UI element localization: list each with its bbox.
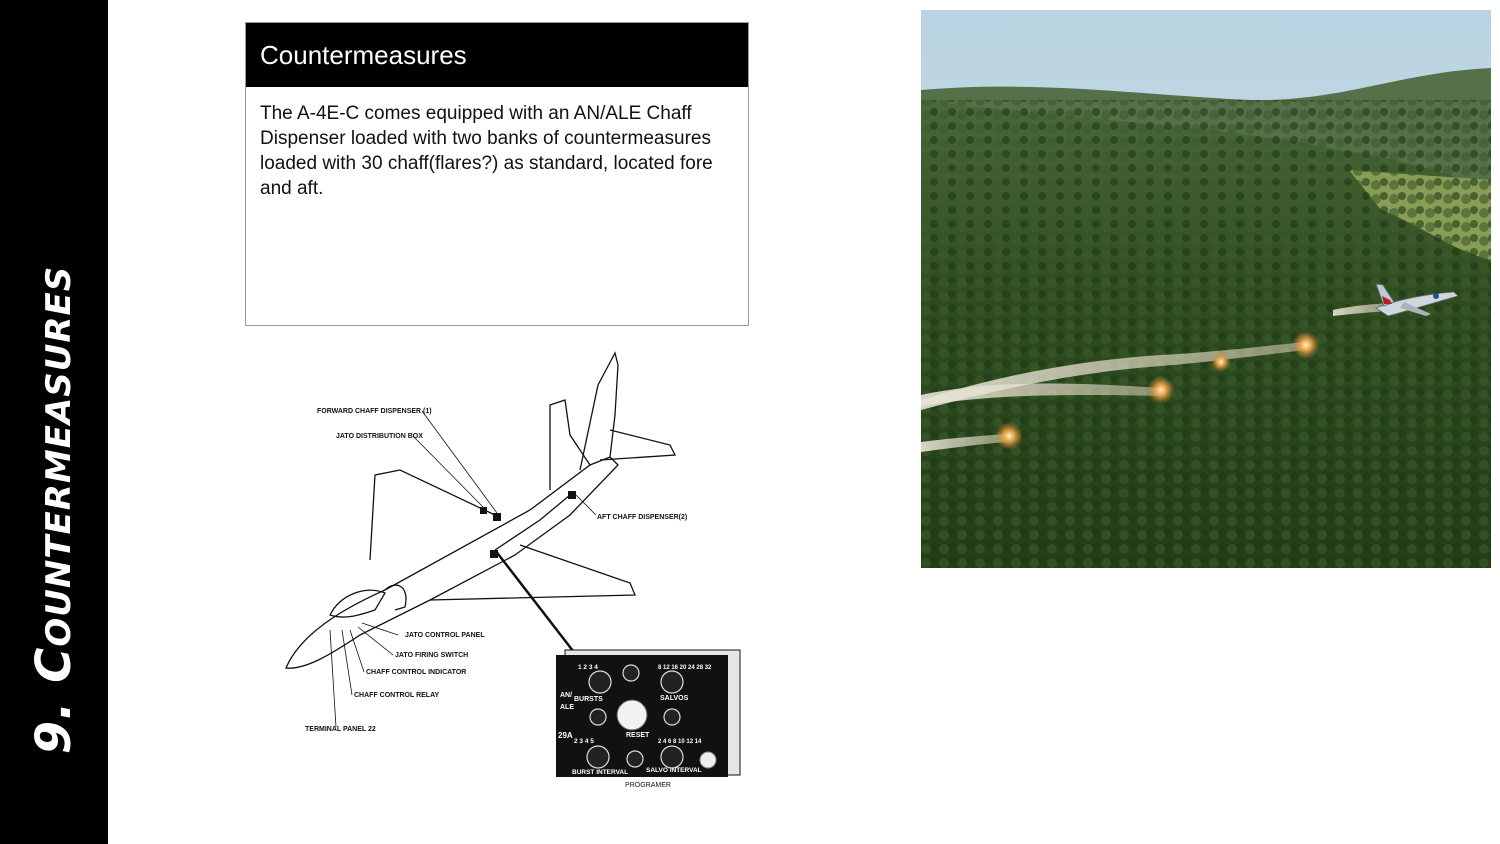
lamp-3 xyxy=(663,708,681,726)
programmer-model-3: 29A xyxy=(558,731,573,740)
programmer-caption: PROGRAMER xyxy=(625,782,671,789)
lamp-4 xyxy=(626,750,644,768)
canopy xyxy=(329,589,386,618)
salvo-scale: 8 12 16 20 24 28 32 xyxy=(658,665,712,671)
tail-fin xyxy=(579,351,619,471)
horizontal-stabilizer xyxy=(549,399,677,490)
lamp-2 xyxy=(589,708,607,726)
reset-button xyxy=(616,699,648,731)
flare-1 xyxy=(1292,331,1320,359)
bursts-label: BURSTS xyxy=(574,696,603,703)
panel-heading: Countermeasures xyxy=(246,23,748,87)
flare-3 xyxy=(995,422,1023,450)
smoke-trail-3 xyxy=(921,434,1006,452)
burst-scale: 1 2 3 4 xyxy=(578,664,598,671)
bursts-knob xyxy=(588,670,612,694)
aircraft-diagram: FORWARD CHAFF DISPENSER (1) JATO DISTRIB… xyxy=(285,351,741,789)
cable-junction xyxy=(490,550,498,558)
info-panel: Countermeasures The A-4E-C comes equippe… xyxy=(245,22,749,326)
callout-jato-box: JATO DISTRIBUTION BOX xyxy=(336,433,423,440)
section-title: 9. Countermeasures xyxy=(26,265,82,755)
callout-terminal: TERMINAL PANEL 22 xyxy=(305,726,376,733)
salvo-interval-knob xyxy=(660,745,684,769)
jato-box-marker xyxy=(480,507,487,514)
flare-4 xyxy=(1211,352,1231,372)
callout-aft-chaff: AFT CHAFF DISPENSER(2) xyxy=(597,514,687,521)
reset-label: RESET xyxy=(626,732,650,739)
salvos-label: SALVOS xyxy=(660,695,689,702)
aircraft xyxy=(1375,283,1459,317)
salvo-interval-scale: 2 4 6 8 10 12 14 xyxy=(658,739,702,745)
aft-dispenser-marker xyxy=(568,491,576,499)
burst-interval-label: BURST INTERVAL xyxy=(572,769,628,776)
callout-jato-switch: JATO FIRING SWITCH xyxy=(395,652,468,659)
forward-dispenser-marker xyxy=(493,513,501,521)
salvos-knob xyxy=(660,670,684,694)
smoke-trail-4 xyxy=(1333,303,1391,316)
callout-chaff-relay: CHAFF CONTROL RELAY xyxy=(354,692,440,699)
burst-interval-knob xyxy=(586,745,610,769)
callout-jato-panel: JATO CONTROL PANEL xyxy=(405,632,485,639)
indicator-lamp xyxy=(699,751,717,769)
panel-body: The A-4E-C comes equipped with an AN/ALE… xyxy=(260,103,713,199)
chaff-programmer: AN/ ALE 29A BURSTS SALVOS RESET BURST IN… xyxy=(556,649,741,789)
programmer-model-1: AN/ xyxy=(560,692,572,699)
sidebar: 9. Countermeasures xyxy=(0,0,108,844)
lamp-1 xyxy=(622,664,640,682)
callout-chaff-indicator: CHAFF CONTROL INDICATOR xyxy=(366,669,466,676)
programmer-model-2: ALE xyxy=(560,704,574,711)
flare-2 xyxy=(1147,376,1175,404)
burst-interval-scale: 2 3 4 5 xyxy=(574,738,594,745)
intake xyxy=(384,584,407,611)
salvo-interval-label: SALVO INTERVAL xyxy=(646,767,702,774)
callout-forward-chaff: FORWARD CHAFF DISPENSER (1) xyxy=(317,408,432,415)
smoke-trail-2 xyxy=(921,383,1161,406)
flare-photo xyxy=(921,10,1491,568)
smoke-trail-1 xyxy=(921,342,1306,410)
